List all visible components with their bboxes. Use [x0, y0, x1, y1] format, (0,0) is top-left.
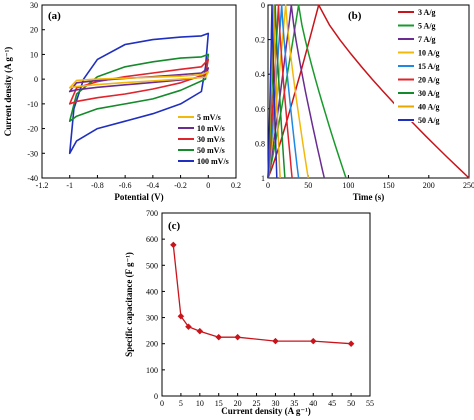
legend-label: 40 A/g: [418, 103, 440, 112]
axes-frame: [267, 4, 470, 179]
x-tick-label: 250: [463, 181, 474, 190]
x-tick-label: 100: [342, 181, 354, 190]
y-tick-label: 100: [146, 366, 158, 375]
y-tick-label: 1: [261, 174, 265, 183]
legend-label: 50 mV/s: [197, 146, 225, 155]
y-tick-label: 0.6: [255, 105, 265, 114]
gcd-curve: [267, 4, 470, 179]
legend-label: 5 A/g: [418, 22, 436, 31]
x-tick-label: 150: [383, 181, 395, 190]
legend-label: 30 A/g: [418, 89, 440, 98]
y-tick-label: 0.2: [255, 36, 265, 45]
x-tick-label: -0.2: [174, 181, 187, 190]
legend-label: 20 A/g: [418, 76, 440, 85]
cv-curve: [68, 53, 210, 122]
data-point: [215, 333, 223, 341]
x-tick-label: 55: [366, 399, 374, 408]
panel-b: 0 50 100 150 200 250 0 0.2 0.4 0.6 0.8 1 Time (s) (b)…: [255, 1, 474, 202]
gcd-curve: [267, 4, 293, 179]
x-tick-label: 30: [271, 399, 279, 408]
y-tick-label: -20: [27, 125, 38, 134]
y-tick-label: 30: [30, 1, 38, 10]
x-tick-label: 0: [266, 181, 270, 190]
legend-label: 3 A/g: [418, 8, 436, 17]
y-tick-label: 0.8: [255, 139, 265, 148]
data-point: [169, 241, 177, 249]
y-tick-label: 600: [146, 235, 158, 244]
x-tick-label: 15: [215, 399, 223, 408]
data-point: [309, 337, 317, 345]
y-tick-label: 10: [30, 50, 38, 59]
y-tick-label: 400: [146, 287, 158, 296]
y-tick-label: -40: [27, 174, 38, 183]
legend-label: 100 mV/s: [197, 157, 229, 166]
legend-label: 10 mV/s: [197, 124, 225, 133]
legend-label: 15 A/g: [418, 62, 440, 71]
data-point: [234, 333, 241, 341]
y-tick-label: 0.4: [255, 70, 265, 79]
x-tick-label: 0: [160, 399, 164, 408]
y-tick-label: -10: [27, 100, 38, 109]
data-point: [177, 312, 185, 320]
x-tick-label: 35: [290, 399, 298, 408]
data-point: [196, 327, 204, 335]
x-tick-label: -0.6: [119, 181, 132, 190]
x-axis-label: Time (s): [353, 192, 385, 202]
y-tick-label: 0: [261, 1, 265, 10]
data-point: [272, 337, 279, 345]
panel-c: 0 5 10 15 20 25 30 35 40 45 50 55 0 100 200 300 400 500 60…: [124, 209, 374, 416]
x-tick-label: 200: [423, 181, 435, 190]
y-tick-label: 0: [34, 75, 38, 84]
x-tick-label: 50: [347, 399, 355, 408]
x-tick-label: 45: [328, 399, 336, 408]
x-tick-label: 20: [234, 399, 242, 408]
x-tick-label: 50: [304, 181, 312, 190]
x-tick-label: -1.2: [36, 181, 49, 190]
y-tick-label: 0: [154, 392, 158, 401]
legend-label: 30 mV/s: [197, 135, 225, 144]
x-tick-label: 40: [309, 399, 317, 408]
y-tick-label: 500: [146, 261, 158, 270]
legend-label: 50 A/g: [418, 116, 440, 125]
cv-curve: [68, 32, 210, 155]
data-point: [347, 340, 355, 348]
y-tick-label: 200: [146, 340, 158, 349]
y-tick-label: 20: [30, 26, 38, 35]
y-tick-label: -30: [27, 149, 38, 158]
panel-a: -1.2 -1 -0.8 -0.6 -0.4 -0.2 0 0.2 -40 -30 -20 -10 0 1…: [3, 1, 241, 202]
x-tick-label: 0: [206, 181, 210, 190]
legend-label: 7 A/g: [418, 35, 436, 44]
x-axis-label: Potential (V): [114, 192, 163, 202]
y-tick-label: 300: [146, 314, 158, 323]
x-tick-label: -0.4: [147, 181, 160, 190]
panel-label: (b): [348, 10, 362, 22]
x-axis-label: Current density (A g⁻¹): [221, 406, 311, 416]
x-tick-label: -0.8: [91, 181, 104, 190]
x-tick-label: 0.2: [231, 181, 241, 190]
panel-label: (a): [48, 10, 61, 22]
legend-label: 10 A/g: [418, 49, 440, 58]
gcd-curve: [267, 4, 278, 179]
data-point: [185, 323, 192, 331]
x-tick-label: 10: [196, 399, 204, 408]
x-tick-label: 25: [253, 399, 261, 408]
x-tick-label: 5: [179, 399, 183, 408]
panel-label: (c): [168, 220, 181, 232]
cv-curve: [68, 67, 210, 93]
gcd-curve: [267, 4, 300, 179]
legend-label: 5 mV/s: [197, 113, 221, 122]
gcd-curve: [267, 4, 309, 179]
y-tick-label: 700: [146, 209, 158, 218]
axes-frame: [41, 4, 237, 179]
cv-curve: [68, 70, 210, 89]
x-tick-label: -1: [66, 181, 73, 190]
y-axis-label: Specific capacitance (F g⁻¹): [124, 252, 134, 357]
axes-frame: [161, 212, 371, 397]
y-axis-label: Current density (A g⁻¹): [3, 47, 13, 137]
